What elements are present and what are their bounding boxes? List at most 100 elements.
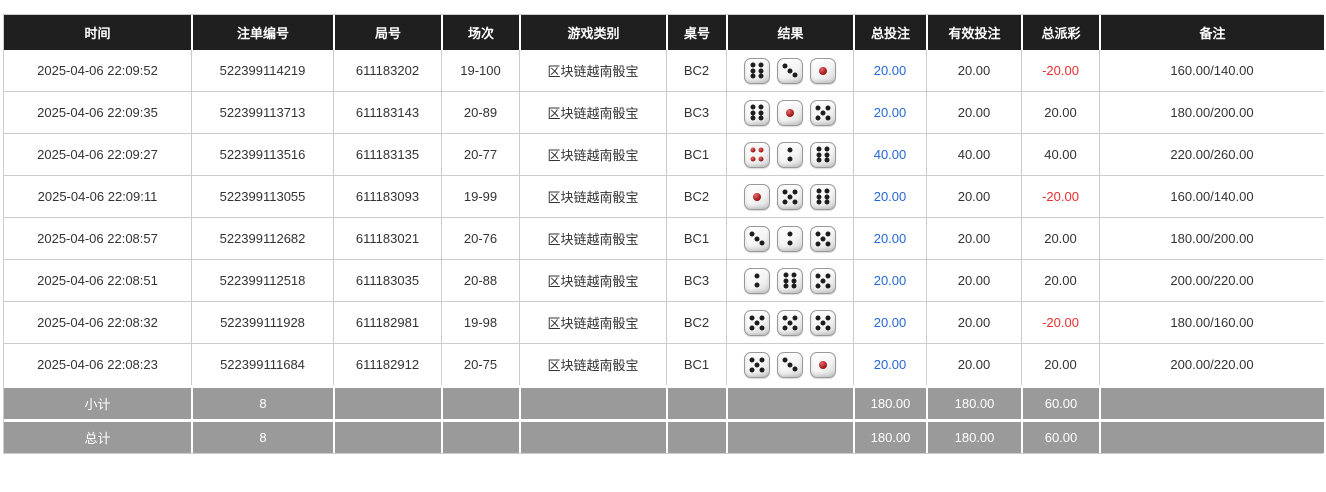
die-1-icon: [810, 351, 836, 378]
footer-empty-cell: [666, 419, 726, 453]
dice-group: [727, 141, 853, 168]
cell-time: 2025-04-06 22:08:57: [4, 217, 191, 259]
die-6-icon: [744, 57, 770, 84]
die-pip: [754, 320, 760, 326]
die-pip: [820, 320, 826, 326]
cell-game_type: 区块链越南骰宝: [519, 175, 666, 217]
dice-group: [727, 309, 853, 336]
cell-session: 20-75: [441, 343, 519, 385]
footer-total_bet-cell: 180.00: [853, 385, 926, 419]
cell-total_bet: 20.00: [853, 301, 926, 343]
die-pip: [792, 72, 798, 78]
cell-valid_bet: 20.00: [926, 50, 1021, 91]
dice-group: [727, 57, 853, 84]
cell-round_id: 611183021: [333, 217, 441, 259]
cell-game_type: 区块链越南骰宝: [519, 50, 666, 91]
die-pip: [816, 199, 822, 205]
footer-valid_bet-cell: 180.00: [926, 419, 1021, 453]
footer-empty-cell: [519, 385, 666, 419]
die-pip: [787, 362, 793, 367]
die-pip: [750, 73, 756, 79]
die-pip: [792, 366, 798, 372]
cell-total_payout: 40.00: [1021, 133, 1099, 175]
die-1-icon: [744, 183, 770, 210]
column-header-remark: 备注: [1099, 15, 1324, 50]
result-dice-cell: [726, 343, 853, 385]
die-1-icon: [810, 57, 836, 84]
cell-table_no: BC3: [666, 91, 726, 133]
die-pip: [783, 283, 789, 289]
die-3-icon: [777, 57, 803, 84]
die-3-icon: [744, 225, 770, 252]
die-5-icon: [777, 183, 803, 210]
die-pip: [758, 68, 764, 73]
die-pip: [759, 325, 765, 331]
cell-remark: 160.00/140.00: [1099, 50, 1324, 91]
footer-empty-cell: [519, 419, 666, 453]
footer-valid_bet-cell: 180.00: [926, 385, 1021, 419]
cell-round_id: 611183035: [333, 259, 441, 301]
die-pip: [815, 115, 821, 121]
cell-time: 2025-04-06 22:08:23: [4, 343, 191, 385]
cell-session: 20-76: [441, 217, 519, 259]
cell-remark: 180.00/200.00: [1099, 91, 1324, 133]
die-pip: [786, 108, 794, 117]
die-pip: [758, 110, 764, 115]
cell-total_bet: 20.00: [853, 91, 926, 133]
die-pip: [825, 115, 831, 121]
cell-total_bet: 20.00: [853, 50, 926, 91]
cell-total_bet: 20.00: [853, 217, 926, 259]
cell-total_bet: 20.00: [853, 175, 926, 217]
die-5-icon: [810, 309, 836, 336]
die-6-icon: [810, 183, 836, 210]
die-pip: [792, 189, 798, 195]
die-6-icon: [744, 99, 770, 126]
cell-session: 19-99: [441, 175, 519, 217]
cell-total_bet: 20.00: [853, 259, 926, 301]
die-pip: [819, 66, 827, 75]
cell-remark: 160.00/140.00: [1099, 175, 1324, 217]
die-pip: [787, 231, 793, 237]
footer-label-cell: 总计: [4, 419, 191, 453]
die-pip: [787, 320, 793, 326]
die-5-icon: [744, 309, 770, 336]
die-1-icon: [777, 99, 803, 126]
die-5-icon: [777, 309, 803, 336]
die-pip: [825, 283, 831, 289]
die-pip: [783, 278, 789, 283]
die-5-icon: [810, 99, 836, 126]
die-pip: [782, 357, 788, 363]
die-pip: [825, 273, 831, 279]
cell-game_type: 区块链越南骰宝: [519, 301, 666, 343]
cell-game_type: 区块链越南骰宝: [519, 343, 666, 385]
cell-remark: 180.00/160.00: [1099, 301, 1324, 343]
die-pip: [791, 283, 797, 289]
die-pip: [825, 315, 831, 321]
die-pip: [750, 110, 756, 115]
die-pip: [750, 104, 756, 110]
footer-empty-cell: [1099, 419, 1324, 453]
bet-row: 2025-04-06 22:09:52 522399114219 611183202…: [4, 50, 1324, 91]
die-5-icon: [810, 225, 836, 252]
die-pip: [759, 240, 765, 246]
cell-bet_id: 522399112518: [191, 259, 333, 301]
table-body: 2025-04-06 22:09:52 522399114219 611183202…: [4, 50, 1324, 385]
column-header-game_type: 游戏类别: [519, 15, 666, 50]
cell-session: 20-88: [441, 259, 519, 301]
bet-row: 2025-04-06 22:09:11 522399113055 611183093…: [4, 175, 1324, 217]
cell-total_payout: -20.00: [1021, 175, 1099, 217]
cell-time: 2025-04-06 22:08:32: [4, 301, 191, 343]
cell-valid_bet: 20.00: [926, 217, 1021, 259]
die-pip: [791, 272, 797, 278]
die-pip: [787, 156, 793, 162]
column-header-round_id: 局号: [333, 15, 441, 50]
die-pip: [754, 273, 760, 279]
die-pip: [815, 231, 821, 237]
footer-empty-cell: [333, 419, 441, 453]
die-pip: [782, 189, 788, 195]
cell-valid_bet: 40.00: [926, 133, 1021, 175]
die-pip: [750, 115, 756, 121]
bet-row: 2025-04-06 22:08:51 522399112518 611183035…: [4, 259, 1324, 301]
cell-session: 19-98: [441, 301, 519, 343]
die-pip: [825, 231, 831, 237]
